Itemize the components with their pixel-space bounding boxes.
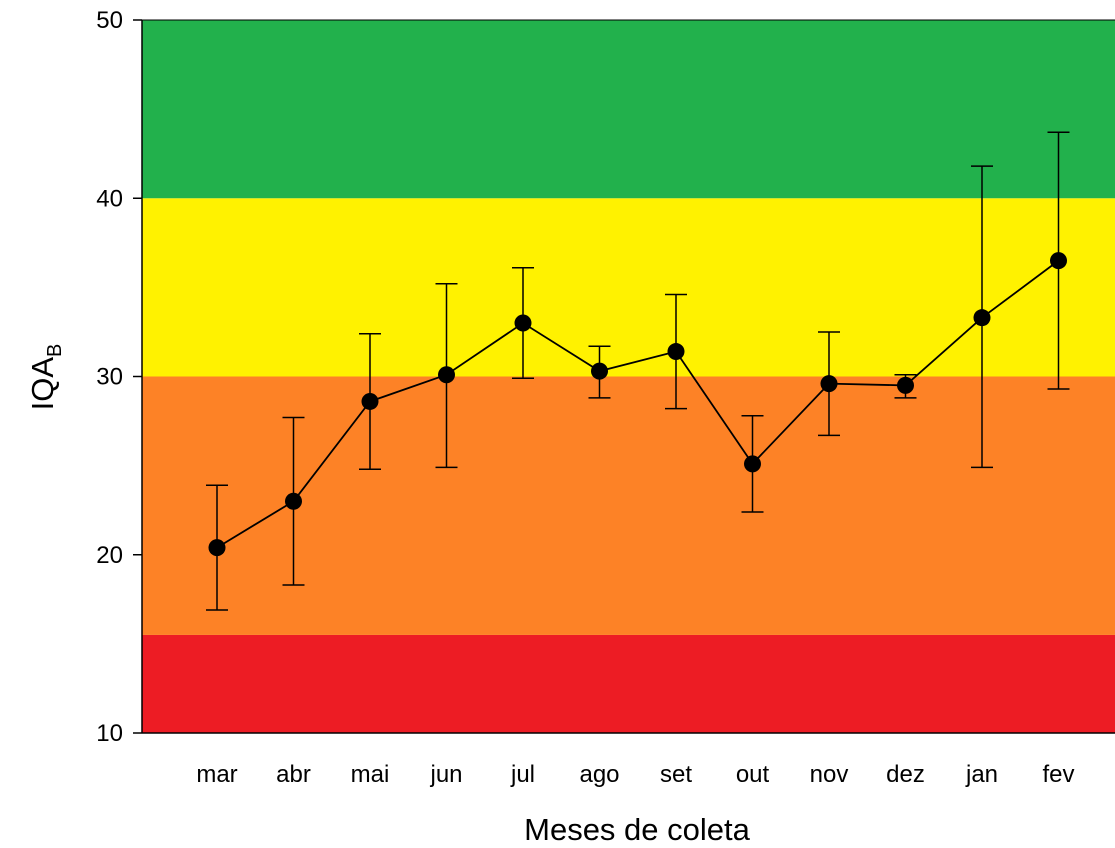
band-0: [142, 634, 1115, 733]
data-point: [744, 455, 761, 473]
data-point: [667, 343, 685, 361]
series-line: [216, 259, 1060, 549]
x-tick-label: jan: [965, 761, 998, 788]
data-point: [897, 376, 914, 394]
data-point: [820, 375, 838, 393]
y-tick-label: 40: [96, 185, 123, 212]
x-tick-label: nov: [810, 761, 849, 788]
data-point: [973, 309, 991, 327]
data-point: [361, 392, 379, 410]
x-tick-label: jul: [510, 761, 535, 788]
data-point: [285, 492, 302, 510]
y-axis-title-subscript: B: [44, 344, 66, 357]
x-axis-title: Meses de coleta: [524, 812, 750, 847]
y-tick-label: 50: [96, 7, 123, 34]
x-tick-label: ago: [579, 761, 619, 788]
quality-bands: [142, 20, 1115, 733]
data-point: [591, 362, 608, 380]
data-point: [514, 314, 532, 332]
data-point: [208, 539, 226, 557]
data-points: [208, 252, 1067, 557]
band-3: [142, 20, 1115, 199]
series-polyline: [216, 259, 1060, 549]
x-tick-label: jun: [429, 761, 462, 788]
tick-labels: 10 20 30 40 50 mar abr mai jun jul ago set out nov dez…: [96, 7, 1074, 788]
data-point: [438, 366, 455, 384]
band-2: [142, 198, 1115, 377]
x-tick-label: abr: [276, 761, 311, 788]
y-tick-label: 10: [96, 720, 123, 747]
x-tick-label: set: [660, 761, 692, 788]
y-tick-label: 20: [96, 542, 123, 569]
y-axis-title: IQAB: [25, 344, 66, 411]
y-tick-label: 30: [96, 364, 123, 391]
x-tick-label: dez: [886, 761, 925, 788]
data-point: [1050, 252, 1067, 270]
y-axis-title-main: IQA: [25, 357, 60, 411]
x-tick-label: mar: [196, 761, 237, 788]
x-tick-label: fev: [1042, 761, 1074, 788]
band-1: [142, 376, 1115, 635]
x-tick-label: mai: [351, 761, 390, 788]
axes: [133, 19, 1115, 734]
x-tick-label: out: [736, 761, 770, 788]
